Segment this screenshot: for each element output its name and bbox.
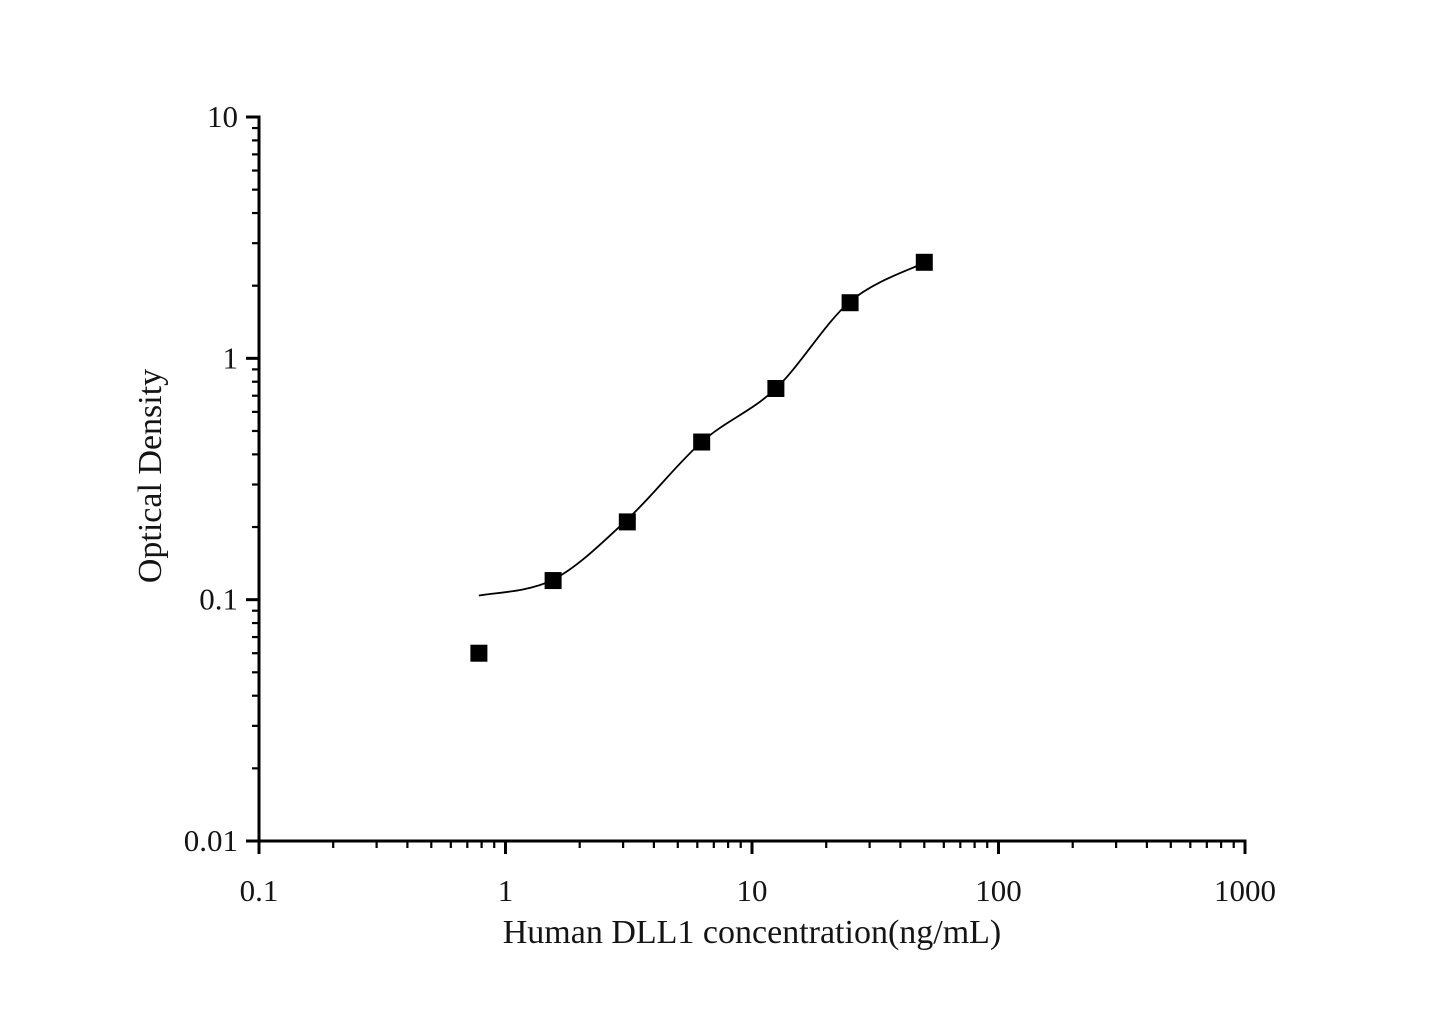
- data-point-marker: [841, 294, 859, 312]
- data-point-marker: [618, 513, 636, 531]
- x-tick-label: 100: [975, 873, 1022, 908]
- fit-curve: [478, 261, 925, 597]
- x-tick-label: 1000: [1214, 873, 1276, 908]
- x-tick-label: 0.1: [240, 873, 279, 908]
- axis-lines: [257, 115, 1247, 843]
- y-tick-label: 10: [207, 99, 238, 134]
- y-axis-title: Optical Density: [132, 368, 169, 584]
- x-tick-label: 1: [498, 873, 514, 908]
- data-point-marker: [767, 379, 785, 397]
- data-point-marker: [693, 433, 711, 451]
- data-point-marker: [544, 572, 562, 590]
- x-axis-title: Human DLL1 concentration(ng/mL): [502, 914, 1002, 951]
- y-tick-label: 1: [223, 340, 239, 375]
- data-point-marker: [470, 644, 488, 662]
- x-tick-label: 10: [737, 873, 768, 908]
- y-tick-label: 0.1: [199, 582, 238, 617]
- data-point-marker: [915, 253, 933, 271]
- y-tick-label: 0.01: [184, 823, 238, 858]
